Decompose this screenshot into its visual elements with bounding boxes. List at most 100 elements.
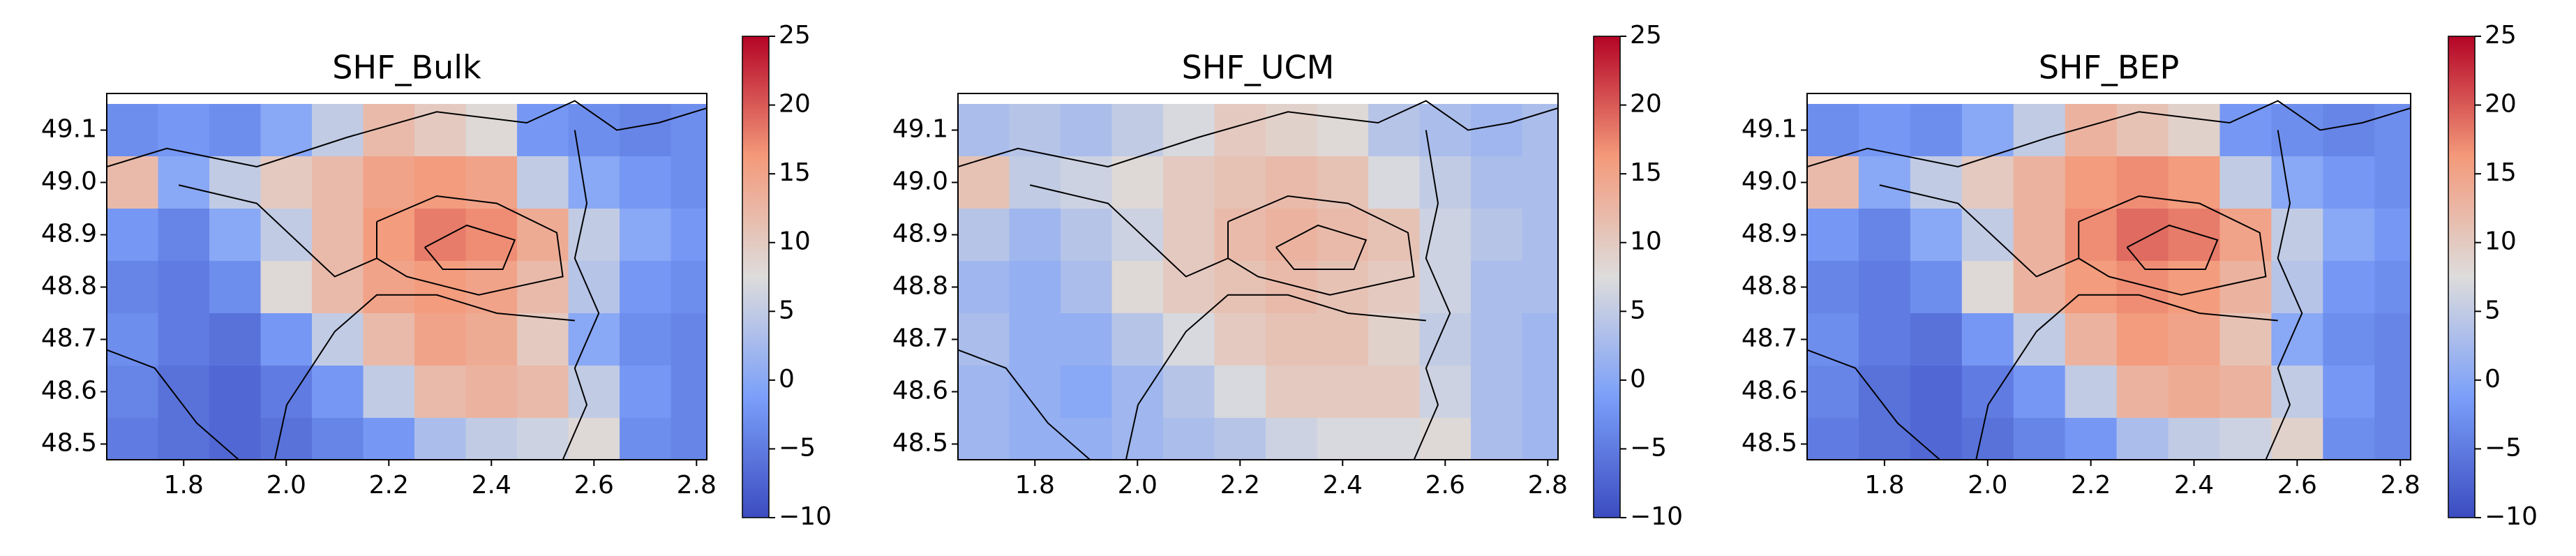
y-tick-label: 48.5 (41, 429, 97, 458)
boundary (1807, 100, 2411, 168)
heatmap-cell (2323, 156, 2375, 209)
heatmap-cell (2271, 209, 2323, 262)
x-tick-label: 2.4 (2174, 471, 2214, 499)
heatmap-cell (158, 313, 210, 366)
heatmap-cell (414, 418, 467, 460)
heatmap-cell (1368, 418, 1421, 460)
heatmap-cell (1163, 156, 1215, 209)
heatmap-cell (107, 313, 159, 366)
heatmap-cell (363, 261, 415, 314)
heatmap-cell (1111, 209, 1164, 262)
heatmap-cell (1961, 209, 2014, 262)
heatmap-cell (1858, 313, 1911, 366)
heatmap-cell (2374, 156, 2411, 209)
heatmap-cell (1961, 156, 2014, 209)
colorbar-tick-label: 0 (2485, 365, 2501, 393)
heatmap-cell (1858, 156, 1911, 209)
heatmap-cell (1317, 366, 1369, 419)
heatmap-cell (2168, 209, 2220, 262)
heatmap-cell (1368, 366, 1421, 419)
colorbar-tick-label: −5 (779, 433, 816, 462)
heatmap-cell (1522, 156, 1558, 209)
heatmap-cell (2323, 418, 2375, 460)
heatmap-cell (1111, 366, 1164, 419)
heatmap-cell (671, 313, 707, 366)
heatmap-cell (1471, 366, 1523, 419)
heatmap-cell (1266, 156, 1318, 209)
heatmap-cell (1061, 366, 1113, 419)
heatmap-cell (1910, 261, 1963, 314)
heatmap-cell (1163, 418, 1215, 460)
heatmap-cell (1910, 313, 1963, 366)
y-tick-label: 49.0 (1742, 167, 1797, 196)
y-tick-label: 48.6 (41, 377, 97, 405)
boundary (1227, 195, 1415, 296)
heatmap-cell (517, 418, 569, 460)
colorbar-tick-label: 5 (2485, 296, 2501, 324)
heatmap-cell (671, 261, 707, 314)
boundary (178, 184, 377, 278)
heatmap-cell (2219, 418, 2272, 460)
heatmap-cell (1471, 261, 1523, 314)
heatmap-cell (260, 156, 313, 209)
heatmap-cell (671, 418, 707, 460)
heatmap-cell (2116, 313, 2169, 366)
heatmap-cell (1807, 261, 1859, 314)
heatmap-cell (312, 104, 364, 157)
x-tick-label: 2.8 (1528, 471, 1568, 499)
heatmap-cell (363, 209, 415, 262)
boundaries (958, 100, 1558, 460)
y-tick-label: 48.6 (1742, 377, 1797, 405)
heatmap-cell (671, 104, 707, 157)
y-tick-label: 48.8 (1742, 272, 1797, 301)
heatmap-cell (1419, 313, 1472, 366)
heatmap-cell (1910, 418, 1963, 460)
heatmap-cell (2013, 313, 2066, 366)
heatmap-cell (1009, 209, 1061, 262)
heatmap-cell (209, 104, 262, 157)
heatmap-cell (568, 261, 620, 314)
boundary (1275, 224, 1368, 270)
heatmap-cell (1266, 209, 1318, 262)
x-tick-label: 2.8 (677, 471, 717, 499)
boundary (1413, 130, 1451, 460)
heatmap-cell (2271, 418, 2323, 460)
heatmap-cell (260, 313, 313, 366)
colorbar-tick-label: −5 (1630, 433, 1667, 462)
heatmap-cell (107, 366, 159, 419)
heatmap-cell (1807, 366, 1859, 419)
chart-title: SHF_UCM (1182, 49, 1335, 87)
boundary (2126, 224, 2219, 270)
heatmap-cell (1419, 261, 1472, 314)
heatmap-cell (1471, 156, 1523, 209)
heatmap-cell (312, 156, 364, 209)
heatmap-cell (2013, 261, 2066, 314)
x-tick-label: 2.6 (2277, 471, 2317, 499)
heatmap-cell (958, 209, 1010, 262)
heatmap-cell (1266, 418, 1318, 460)
heatmap-cell (2219, 156, 2272, 209)
heatmap-cell (1061, 156, 1113, 209)
heatmap-cell (209, 209, 262, 262)
heatmap-cell (1061, 313, 1113, 366)
colorbar-tick-label: 25 (779, 21, 811, 50)
heatmap-cell (158, 261, 210, 314)
heatmap-cell (1522, 418, 1558, 460)
heatmap-cell (1111, 104, 1164, 157)
heatmap-cell (107, 104, 159, 157)
colorbar-tick-label: 15 (2485, 158, 2517, 187)
heatmap-cell (1961, 366, 2014, 419)
y-tick-label: 48.8 (892, 272, 948, 301)
heatmap-cell (1111, 418, 1164, 460)
colorbar-tick-label: 25 (1630, 21, 1662, 50)
heatmap-cell (1266, 366, 1318, 419)
heatmap-cell (517, 366, 569, 419)
plot-frame (957, 93, 1559, 460)
heatmap-cell (1419, 156, 1472, 209)
heatmap-cell (1807, 313, 1859, 366)
heatmap-cell (1317, 104, 1369, 157)
heatmap-cell (2116, 366, 2169, 419)
x-tick-label: 2.0 (267, 471, 306, 499)
heatmap-cell (2116, 156, 2169, 209)
